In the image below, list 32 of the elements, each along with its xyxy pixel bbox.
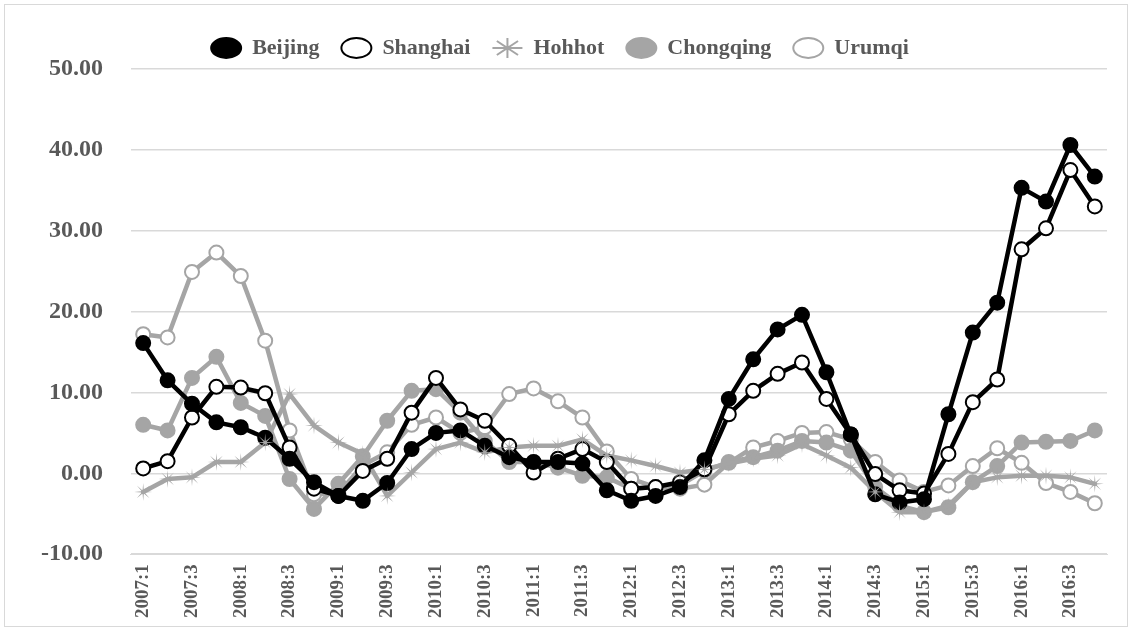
legend-label: Beijing	[252, 33, 320, 59]
y-tick-label: 20.00	[48, 296, 103, 323]
x-tick-label: 2015:3	[960, 564, 982, 618]
x-tick-label: 2009:3	[375, 564, 397, 618]
legend-label: Hohhot	[533, 33, 606, 59]
x-tick-label: 2013:3	[765, 564, 787, 618]
x-tick-label: 2008:1	[228, 564, 250, 618]
y-tick-label: 10.00	[48, 377, 103, 404]
x-tick-label: 2015:1	[911, 564, 933, 618]
x-tick-label: 2011:1	[521, 564, 543, 617]
x-tick-label: 2014:3	[863, 564, 885, 618]
x-tick-label: 2011:3	[570, 564, 592, 617]
x-tick-label: 2009:1	[326, 564, 348, 618]
x-tick-label: 2007:1	[131, 564, 153, 618]
y-tick-label: 30.00	[48, 215, 103, 242]
legend-label: Shanghai	[382, 33, 471, 59]
x-tick-label: 2007:3	[179, 564, 201, 618]
y-tick-label: -10.00	[40, 539, 103, 566]
legend-label: Urumqi	[834, 33, 909, 59]
legend-label: Chongqing	[667, 33, 772, 59]
y-tick-label: 0.00	[60, 458, 103, 485]
x-tick-label: 2010:3	[472, 564, 494, 618]
x-tick-label: 2013:1	[716, 564, 738, 618]
x-tick-label: 2016:3	[1058, 564, 1080, 618]
x-tick-label: 2008:3	[277, 564, 299, 618]
x-tick-label: 2012:1	[619, 564, 641, 618]
y-tick-label: 40.00	[48, 135, 103, 162]
x-tick-label: 2010:1	[423, 564, 445, 618]
x-tick-label: 2016:1	[1009, 564, 1031, 618]
y-tick-label: 50.00	[48, 54, 103, 81]
x-tick-label: 2014:1	[814, 564, 836, 618]
x-tick-label: 2012:3	[667, 564, 689, 618]
